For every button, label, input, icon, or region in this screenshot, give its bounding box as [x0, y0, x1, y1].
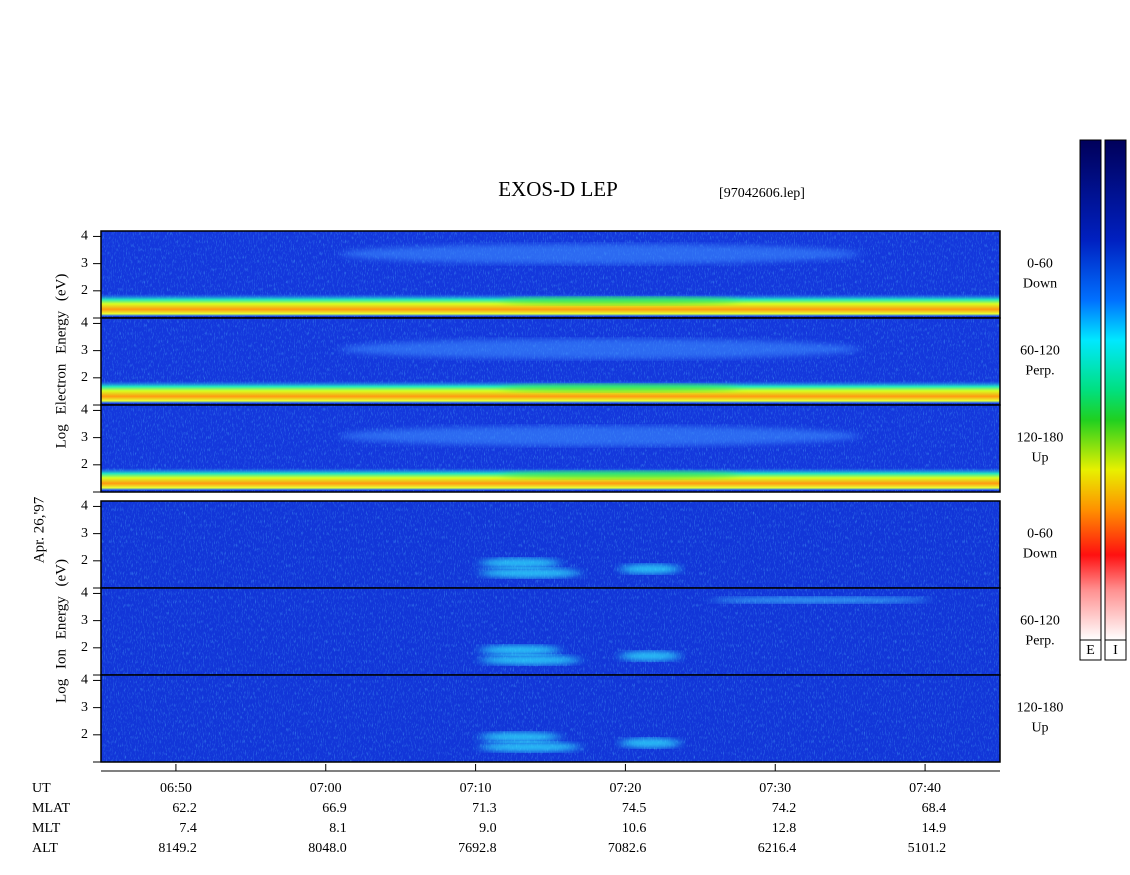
x-tick-label: 06:50	[160, 781, 192, 796]
ion-blob	[480, 568, 580, 578]
y-tick-label: 2	[81, 283, 88, 298]
ephemeris-value: 8.1	[329, 821, 347, 836]
ephemeris-value: 7692.8	[458, 841, 497, 856]
ion-blob	[480, 742, 580, 752]
y-tick-label: 4	[81, 499, 88, 514]
y-tick-label: 3	[81, 700, 88, 715]
panel-frame	[100, 674, 1001, 763]
ion-blob	[620, 738, 680, 748]
spectrogram-panel	[100, 500, 1001, 589]
ephemeris-name: MLAT	[32, 801, 71, 816]
ephemeris-value: 14.9	[922, 821, 947, 836]
chart-title: EXOS-D LEP	[498, 177, 618, 201]
y-tick-label: 2	[81, 370, 88, 385]
y-tick-label: 4	[81, 403, 88, 418]
emission-glow	[340, 244, 860, 264]
y-tick-label: 3	[81, 613, 88, 628]
ephemeris-name: ALT	[32, 841, 58, 856]
electron-band	[101, 381, 1000, 403]
colorbar-label-box	[1079, 639, 1102, 661]
y-tick-label: 4	[81, 586, 88, 601]
ephemeris-value: 12.8	[772, 821, 797, 836]
x-tick-label: 07:40	[909, 781, 941, 796]
ion-arc	[710, 597, 930, 603]
y-tick-label: 3	[81, 526, 88, 541]
colorbar	[1104, 139, 1127, 641]
y-tick-label: 4	[81, 673, 88, 688]
ephemeris-value: 7.4	[179, 821, 197, 836]
ephemeris-value: 66.9	[322, 801, 347, 816]
ephemeris-value: 7082.6	[608, 841, 647, 856]
ephemeris-value: 8149.2	[158, 841, 197, 856]
ion-blob	[620, 564, 680, 574]
band-peak	[500, 384, 740, 392]
ion-blob	[620, 651, 680, 661]
y-tick-label: 3	[81, 256, 88, 271]
ephemeris-value: 71.3	[472, 801, 497, 816]
y-tick-label: 2	[81, 640, 88, 655]
panel-angle: 0-60	[1027, 527, 1053, 542]
emission-glow	[340, 339, 860, 359]
x-tick-label: 07:30	[759, 781, 791, 796]
spectrogram-panel	[100, 230, 1001, 319]
electron-band	[101, 294, 1000, 316]
panel-direction: Down	[1023, 277, 1057, 292]
y-tick-label: 2	[81, 553, 88, 568]
spectrogram-panel	[100, 674, 1001, 763]
group-label: Log Electron Energy (eV)	[53, 274, 69, 449]
y-tick-label: 3	[81, 343, 88, 358]
ion-blob	[480, 655, 580, 665]
y-tick-label: 4	[81, 316, 88, 331]
y-tick-label: 4	[81, 229, 88, 244]
electron-band	[101, 468, 1000, 490]
spectrogram-panel	[100, 587, 1001, 676]
ephemeris-value: 74.5	[622, 801, 647, 816]
ephemeris-value: 6216.4	[758, 841, 797, 856]
band-peak	[500, 471, 740, 479]
panel-direction: Up	[1031, 451, 1048, 466]
panel-angle: 60-120	[1020, 614, 1060, 629]
spectrogram-panel	[100, 317, 1001, 406]
ion-blob	[480, 732, 560, 742]
panel-direction: Perp.	[1025, 364, 1054, 379]
panel-direction: Perp.	[1025, 634, 1054, 649]
ephemeris-value: 62.2	[172, 801, 197, 816]
panel-angle: 0-60	[1027, 257, 1053, 272]
colorbar-label: I	[1113, 643, 1118, 658]
colorbar-label-box	[1104, 639, 1127, 661]
y-tick-label: 2	[81, 727, 88, 742]
colorbar-label: E	[1086, 643, 1095, 658]
panel-direction: Up	[1031, 721, 1048, 736]
x-tick-label: 07:20	[609, 781, 641, 796]
emission-glow	[340, 426, 860, 446]
ion-blob	[480, 558, 560, 568]
ephemeris-value: 8048.0	[308, 841, 347, 856]
x-axis-label: UT	[32, 781, 51, 796]
x-tick-label: 07:00	[310, 781, 342, 796]
panel-angle: 120-180	[1017, 431, 1064, 446]
date-label: Apr. 26,'97	[31, 496, 47, 563]
ephemeris-name: MLT	[32, 821, 61, 836]
colorbar	[1079, 139, 1102, 641]
ephemeris-value: 10.6	[622, 821, 647, 836]
band-peak	[500, 297, 740, 305]
ephemeris-value: 5101.2	[908, 841, 947, 856]
ephemeris-value: 9.0	[479, 821, 497, 836]
group-label: Log Ion Energy (eV)	[53, 559, 69, 703]
ephemeris-value: 74.2	[772, 801, 797, 816]
y-tick-label: 2	[81, 457, 88, 472]
y-tick-label: 3	[81, 430, 88, 445]
panel-angle: 120-180	[1017, 701, 1064, 716]
panel-direction: Down	[1023, 547, 1057, 562]
file-label: [97042606.lep]	[719, 186, 805, 201]
x-tick-label: 07:10	[460, 781, 492, 796]
ephemeris-value: 68.4	[922, 801, 947, 816]
ion-blob	[480, 645, 560, 655]
panel-angle: 60-120	[1020, 344, 1060, 359]
spectrogram-panel	[100, 404, 1001, 493]
panel-frame	[100, 404, 1001, 493]
